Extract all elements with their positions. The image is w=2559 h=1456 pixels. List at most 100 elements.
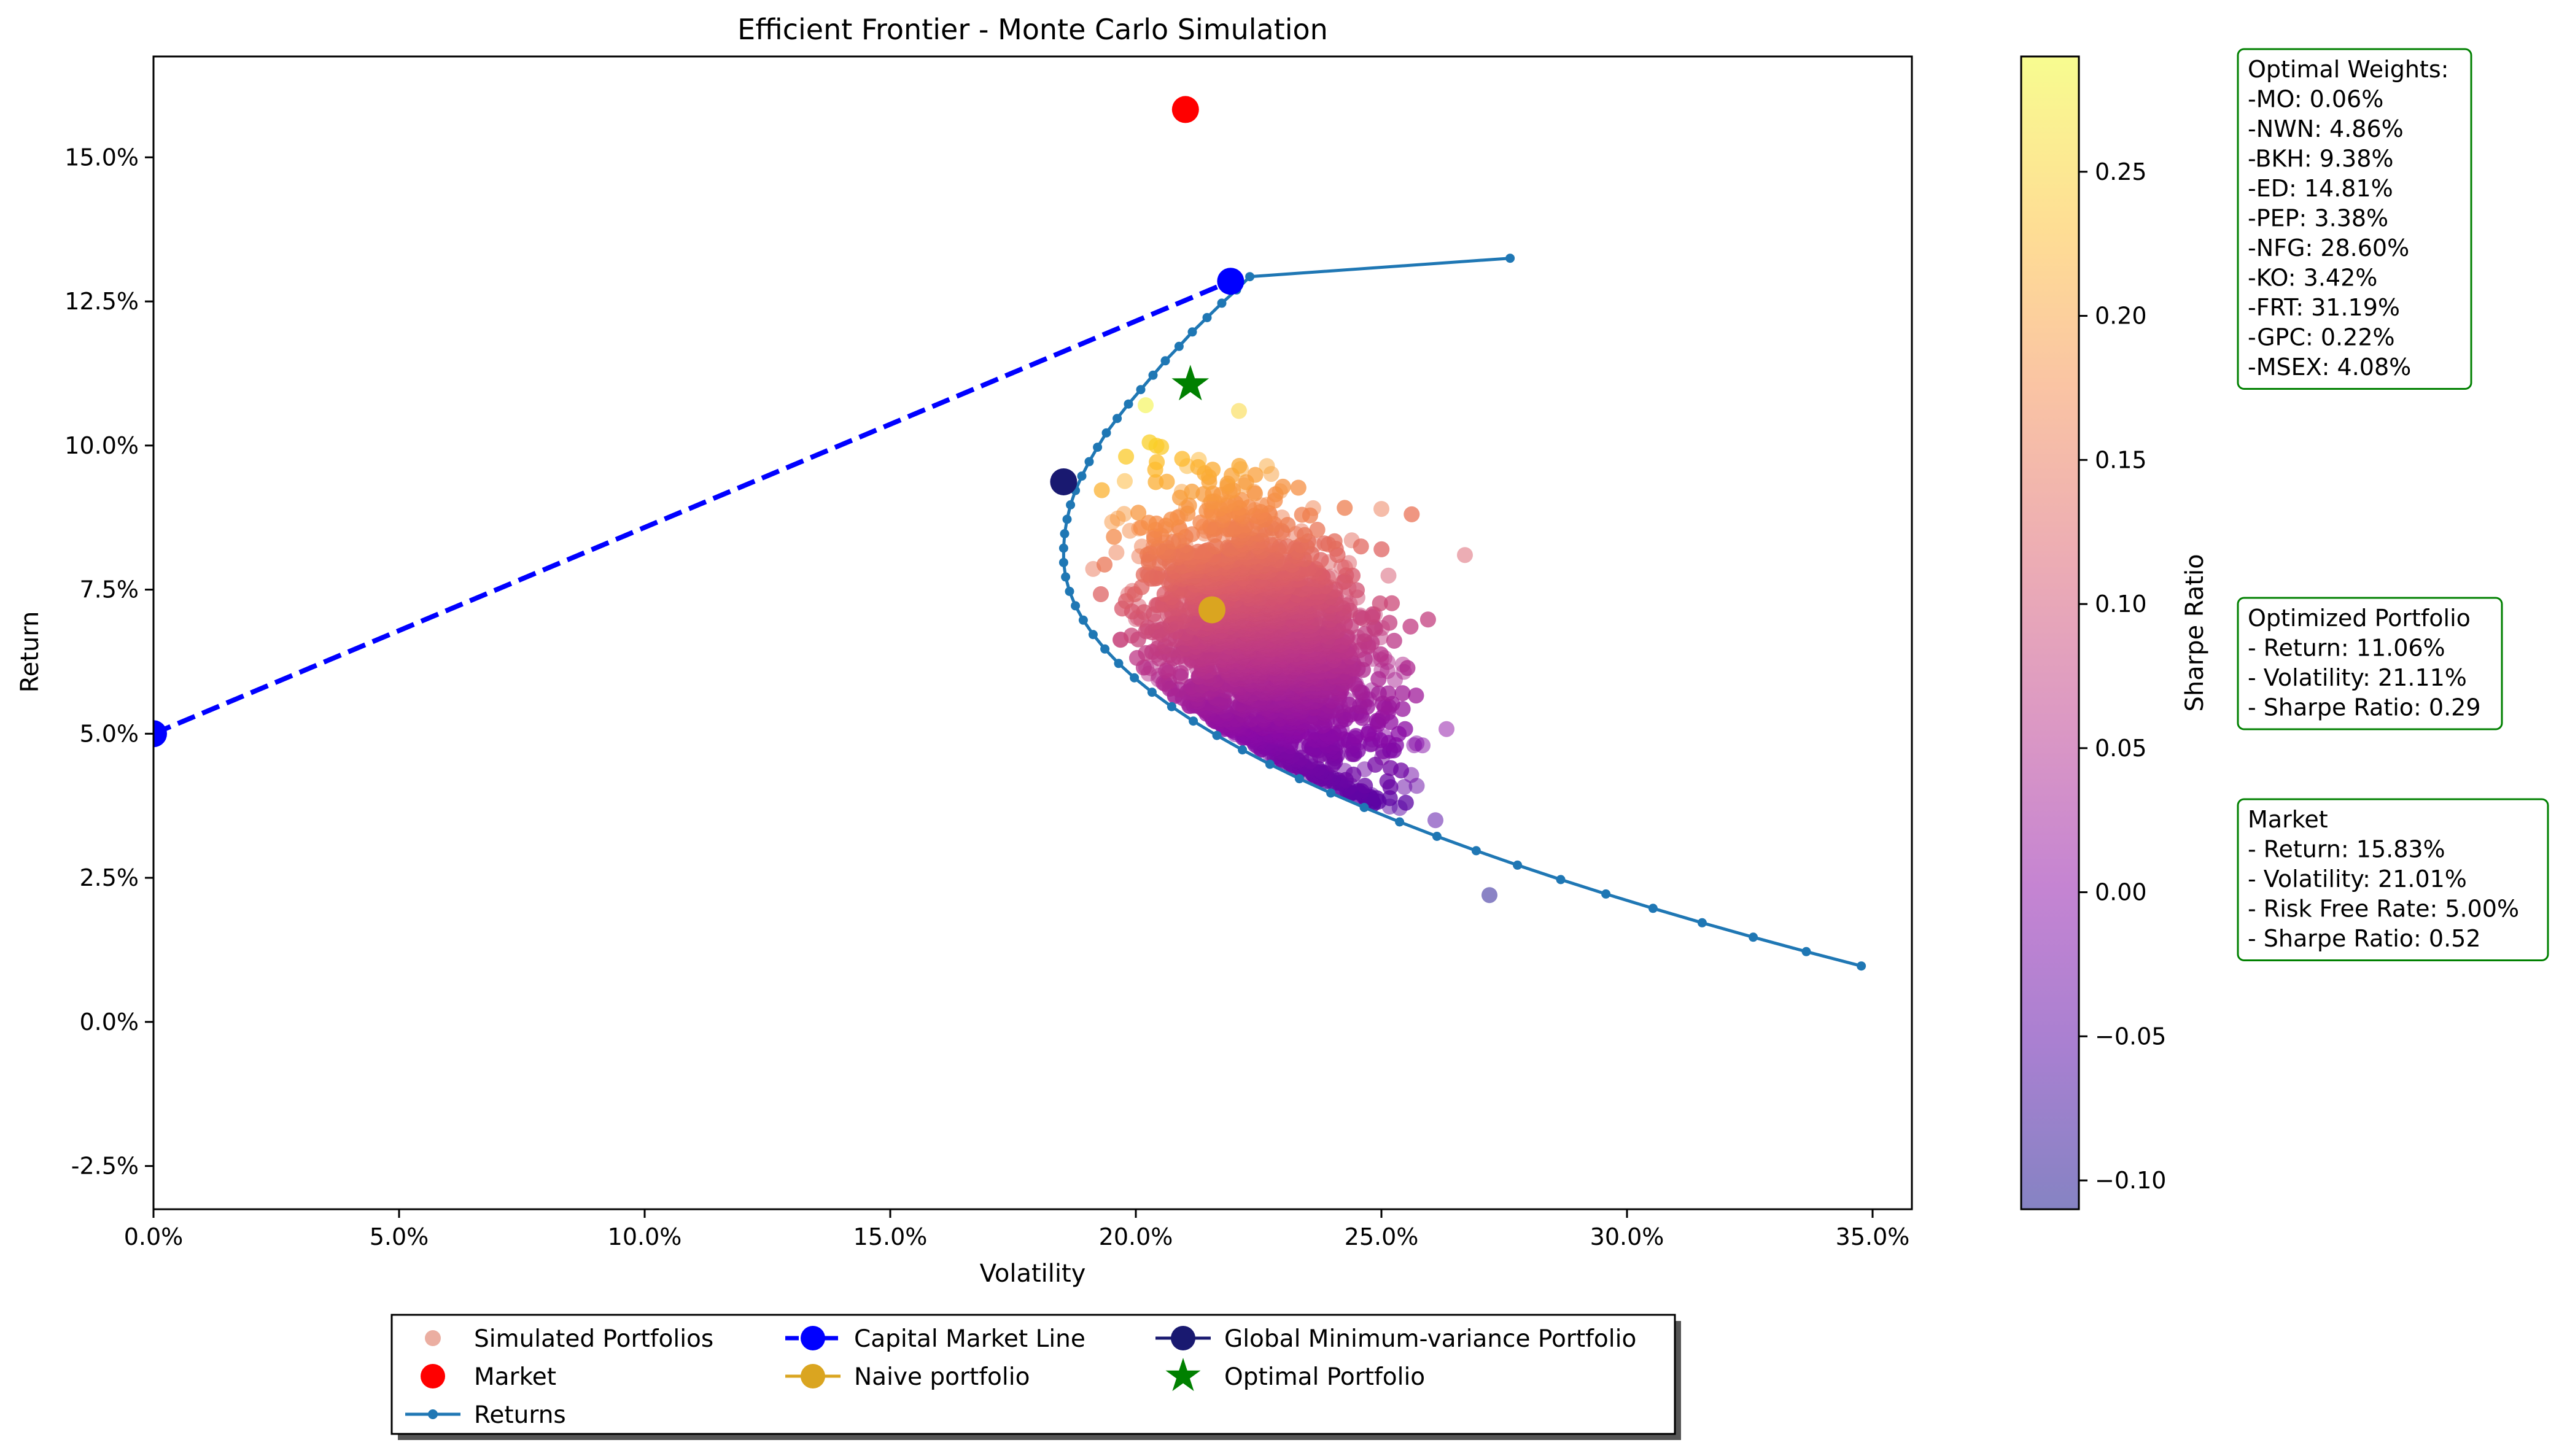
legend-swatch-simulated — [425, 1330, 441, 1346]
returns-curve-point — [1212, 730, 1222, 740]
simulated-portfolio-point — [1380, 567, 1397, 584]
returns-curve-point — [1077, 471, 1087, 481]
simulated-portfolio-point — [1118, 448, 1135, 465]
legend-swatch-gmv-marker — [1171, 1326, 1195, 1350]
returns-curve-point — [1136, 385, 1146, 395]
simulated-portfolio-point — [1337, 500, 1353, 516]
returns-curve-point — [1113, 414, 1122, 424]
returns-curve-point — [1189, 716, 1198, 726]
simulated-portfolio-point — [1309, 522, 1326, 538]
legend-label: Market — [474, 1363, 556, 1391]
returns-curve-point — [1202, 312, 1212, 322]
returns-curve-point — [1058, 557, 1068, 567]
returns-curve-point — [1857, 961, 1866, 971]
simulated-portfolio-point — [1275, 478, 1291, 495]
cml-tangency-point — [1217, 268, 1245, 295]
simulated-portfolio-point — [1253, 497, 1270, 514]
simulated-portfolio-point — [1093, 586, 1109, 602]
info-box-frame — [2237, 48, 2472, 390]
simulated-portfolio-point — [1147, 474, 1164, 490]
info-box-line: - Volatility: 21.11% — [2248, 664, 2467, 691]
x-axis-ticks: 0.0% 5.0% 10.0% 15.0% 20.0% 25.0% 30.0% 35.0% — [124, 1209, 1909, 1250]
optimal-portfolio-star — [1171, 365, 1210, 401]
simulated-portfolio-point — [1402, 618, 1419, 635]
simulated-portfolio-point — [1341, 555, 1357, 571]
returns-curve-point — [1078, 615, 1088, 625]
returns-curve-point — [1801, 947, 1811, 956]
simulated-portfolios-scatter — [1085, 397, 1497, 904]
simulated-portfolio-point — [1130, 598, 1147, 614]
y-tick-label: 0.0% — [79, 1009, 139, 1036]
simulated-portfolio-point — [1397, 794, 1414, 811]
simulated-portfolio-point — [1348, 728, 1364, 744]
simulated-portfolio-point — [1138, 397, 1154, 414]
simulated-portfolio-point — [1231, 458, 1248, 474]
legend-entries: Simulated Portfolios Market Returns Capital… — [405, 1325, 1636, 1429]
returns-curve-point — [1556, 875, 1566, 885]
optimal-weights-box: Optimal Weights: -MO: 0.06%-NWN: 4.86% -BK… — [2237, 48, 2472, 390]
returns-curve-point — [1100, 644, 1110, 654]
legend-label: Returns — [474, 1401, 566, 1429]
colorbar-label: Sharpe Ratio — [2181, 554, 2209, 711]
simulated-portfolio-point — [1379, 773, 1396, 789]
returns-curve-point — [1601, 889, 1611, 899]
simulated-portfolio-point — [1372, 646, 1389, 662]
info-box-line: -GPC: 0.22% — [2248, 324, 2395, 351]
colorbar-ticks: −0.10 −0.05 0.00 0.05 0.10 0.15 0.20 0.25 — [2079, 158, 2166, 1194]
info-box-line: -KO: 3.42% — [2248, 265, 2377, 292]
returns-curve-point — [1061, 572, 1071, 582]
returns-curve-point — [1060, 529, 1070, 538]
simulated-portfolio-point — [1394, 656, 1411, 673]
y-tick-label: -2.5% — [71, 1153, 139, 1180]
returns-curve-point — [1160, 356, 1170, 366]
info-box-line: - Return: 11.06% — [2248, 635, 2445, 662]
legend: Simulated Portfolios Market Returns Capital… — [390, 1314, 1681, 1440]
simulated-portfolio-point — [1372, 595, 1388, 611]
simulated-portfolio-point — [1357, 778, 1373, 794]
info-box-frame — [2237, 798, 2549, 961]
returns-curve-point — [1088, 630, 1098, 640]
info-box-line: -MO: 0.06% — [2248, 86, 2383, 113]
legend-swatch-cml-marker — [801, 1326, 825, 1350]
y-tick-label: 5.0% — [79, 720, 139, 747]
simulated-portfolio-point — [1419, 611, 1436, 628]
y-axis-label: Return — [16, 611, 44, 693]
returns-curve-point — [1505, 254, 1515, 263]
y-axis-ticks: -2.5% 0.0% 2.5% 5.0% 7.5% 10.0% 12.5% 15.0% — [64, 144, 153, 1180]
simulated-portfolio-point — [1108, 544, 1125, 561]
info-box-line: -NFG: 28.60% — [2248, 234, 2409, 261]
returns-curve-point — [1066, 500, 1076, 509]
x-axis-label: Volatility — [980, 1260, 1086, 1288]
y-tick-label: 10.0% — [64, 432, 139, 459]
returns-curve-point — [1147, 687, 1157, 697]
legend-swatch-optimal-star — [1165, 1358, 1201, 1392]
simulated-portfolio-point — [1439, 721, 1454, 737]
info-box-frame — [2237, 597, 2503, 730]
info-box-line: - Volatility: 21.01% — [2248, 865, 2467, 893]
info-box-line: - Sharpe Ratio: 0.29 — [2248, 694, 2481, 721]
simulated-portfolio-point — [1192, 514, 1209, 531]
returns-curve-point — [1084, 457, 1094, 467]
returns-curve-point — [1432, 832, 1442, 841]
simulated-portfolio-point — [1149, 454, 1165, 470]
simulated-portfolio-point — [1174, 451, 1190, 467]
returns-curve-point — [1093, 443, 1103, 452]
returns-curve-point — [1648, 904, 1658, 913]
info-box-title: Optimized Portfolio — [2248, 605, 2471, 632]
legend-frame — [390, 1314, 1676, 1435]
y-tick-label: 12.5% — [64, 288, 139, 315]
info-box-title: Market — [2248, 806, 2328, 833]
simulated-portfolio-point — [1173, 484, 1190, 500]
info-box-line: -MSEX: 4.08% — [2248, 354, 2411, 381]
colorbar-tick-label: −0.05 — [2095, 1023, 2166, 1050]
colorbar-tick-label: −0.10 — [2095, 1167, 2166, 1194]
returns-curve-point — [1130, 673, 1140, 683]
returns-curve-point — [1697, 918, 1707, 927]
legend-label: Simulated Portfolios — [474, 1325, 713, 1353]
simulated-portfolio-point — [1106, 529, 1122, 545]
info-box-line: - Risk Free Rate: 5.00% — [2248, 896, 2519, 923]
returns-curve-point — [1065, 586, 1074, 596]
info-box-line: -NWN: 4.86% — [2248, 115, 2404, 142]
colorbar — [2020, 55, 2080, 1210]
